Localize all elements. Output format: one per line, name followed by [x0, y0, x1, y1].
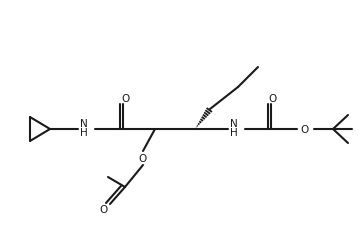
Text: O: O — [301, 125, 309, 134]
Text: O: O — [99, 204, 107, 214]
Text: O: O — [139, 153, 147, 163]
Text: H: H — [230, 128, 238, 137]
Text: N: N — [80, 119, 88, 128]
Text: N: N — [230, 119, 238, 128]
Text: O: O — [269, 94, 277, 103]
Text: O: O — [121, 94, 129, 103]
Text: H: H — [80, 128, 88, 137]
